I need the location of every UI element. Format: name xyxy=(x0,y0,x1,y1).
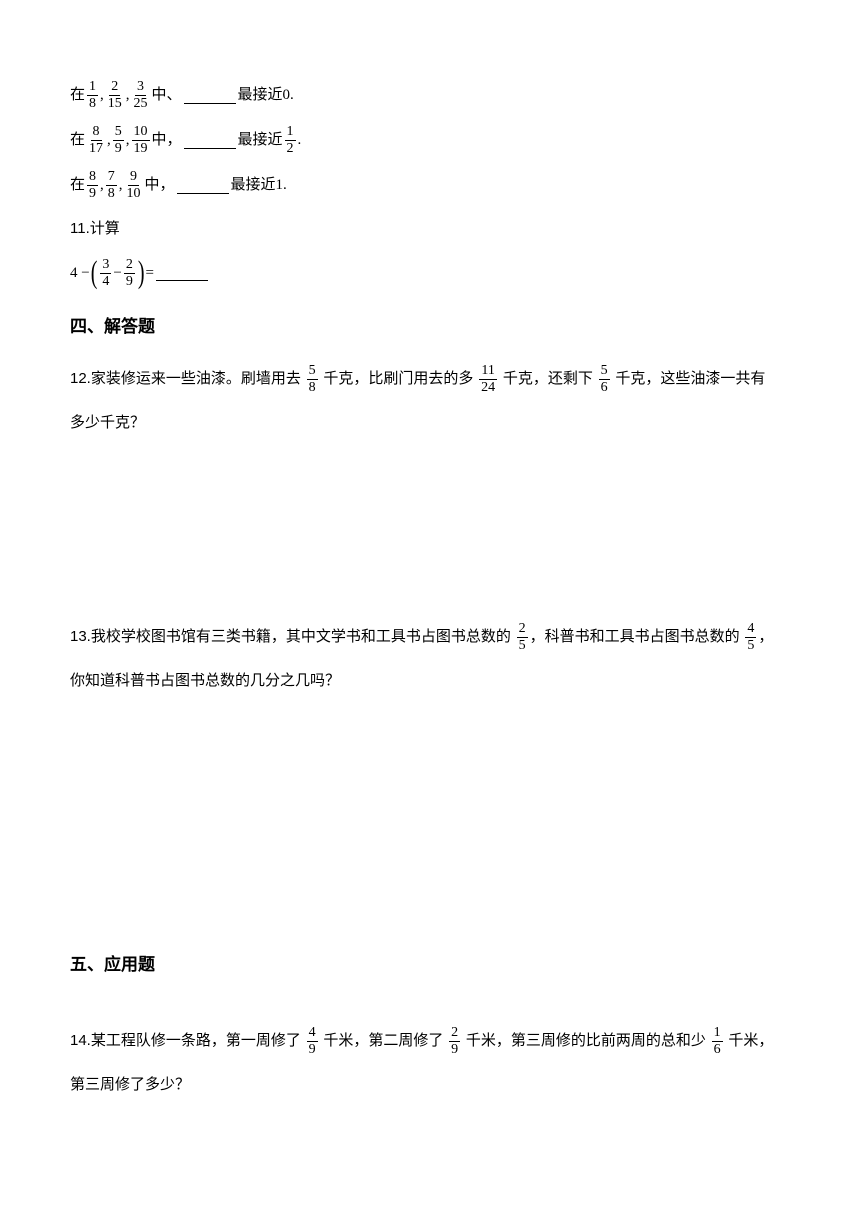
fraction: 3 25 xyxy=(132,80,150,111)
fraction: 2 15 xyxy=(106,80,124,111)
text: 千克，这些油漆一共有 xyxy=(612,371,766,387)
text: 计算 xyxy=(90,215,120,244)
fraction: 16 xyxy=(712,1026,723,1057)
fraction: 2 9 xyxy=(124,258,135,289)
text: ，科普书和工具书占图书总数的 xyxy=(530,629,744,645)
question-number: 13. xyxy=(70,628,91,645)
text: , xyxy=(126,81,130,110)
text: 第三周修了多少？ xyxy=(70,1077,190,1093)
text: 0 xyxy=(283,81,291,110)
fraction: 8 9 xyxy=(87,170,98,201)
text: , xyxy=(119,171,123,200)
blank xyxy=(156,265,208,281)
q14-cont: 第三周修了多少？ xyxy=(70,1067,790,1103)
q11-title: 11. 计算 xyxy=(70,215,790,244)
q14: 14.某工程队修一条路，第一周修了 49 千米，第二周修了 29 千米，第三周修… xyxy=(70,1023,790,1059)
spacer xyxy=(70,999,790,1023)
text: 在 xyxy=(70,81,85,110)
text: . xyxy=(290,81,294,110)
blank xyxy=(184,133,236,149)
fraction: 45 xyxy=(745,622,756,653)
text: = xyxy=(146,259,154,288)
text: 最接近 xyxy=(238,81,283,110)
text: 我校学校图书馆有三类书籍，其中文学书和工具书占图书总数的 xyxy=(91,629,515,645)
text: 中， xyxy=(152,126,182,155)
text: 某工程队修一条路，第一周修了 xyxy=(91,1033,305,1049)
fill-line-2: 在 8 17 , 5 9 , 10 19 中， 最接近 1 2 . xyxy=(70,125,790,156)
question-number: 11. xyxy=(70,215,90,244)
answer-space xyxy=(70,707,790,927)
fraction: 56 xyxy=(599,364,610,395)
text: 最接近 xyxy=(238,126,283,155)
fraction: 58 xyxy=(307,364,318,395)
fraction: 10 19 xyxy=(132,125,150,156)
text: 在 xyxy=(70,171,85,200)
text: 千米，第三周修的比前两周的总和少 xyxy=(462,1033,710,1049)
answer-space xyxy=(70,449,790,619)
paren-left: ( xyxy=(91,257,98,289)
question-number: 12. xyxy=(70,370,91,387)
q13-cont: 你知道科普书占图书总数的几分之几吗？ xyxy=(70,663,790,699)
fraction: 1124 xyxy=(479,364,497,395)
q12-cont: 多少千克？ xyxy=(70,405,790,441)
fraction: 9 10 xyxy=(125,170,143,201)
fraction: 3 4 xyxy=(100,258,111,289)
text: 千克，比刷门用去的多 xyxy=(320,371,478,387)
page: 在 1 8 , 2 15 , 3 25 中、 最接近 0 . 在 8 17 , … xyxy=(0,0,860,1216)
fraction: 5 9 xyxy=(113,125,124,156)
text: 家装修运来一些油漆。刷墙用去 xyxy=(91,371,305,387)
text: 千米， xyxy=(725,1033,774,1049)
text: , xyxy=(100,171,104,200)
fill-line-3: 在 8 9 , 7 8 , 9 10 中， 最接近 1 . xyxy=(70,170,790,201)
fraction: 8 17 xyxy=(87,125,105,156)
q11-expr: 4 − ( 3 4 − 2 9 ) = xyxy=(70,258,790,289)
text: 4 − xyxy=(70,259,90,288)
text: 最接近 xyxy=(231,171,276,200)
section-4-title: 四、解答题 xyxy=(70,311,790,343)
text: 中、 xyxy=(152,81,182,110)
text: 中， xyxy=(145,171,175,200)
q13: 13.我校学校图书馆有三类书籍，其中文学书和工具书占图书总数的 25，科普书和工… xyxy=(70,619,790,655)
question-number: 14. xyxy=(70,1032,91,1049)
fill-line-1: 在 1 8 , 2 15 , 3 25 中、 最接近 0 . xyxy=(70,80,790,111)
fraction: 7 8 xyxy=(106,170,117,201)
text: . xyxy=(283,171,287,200)
q12: 12.家装修运来一些油漆。刷墙用去 58 千克，比刷门用去的多 1124 千克，… xyxy=(70,361,790,397)
text: 你知道科普书占图书总数的几分之几吗？ xyxy=(70,673,340,689)
text: 千米，第二周修了 xyxy=(320,1033,448,1049)
fraction: 49 xyxy=(307,1026,318,1057)
fraction: 1 8 xyxy=(87,80,98,111)
text: , xyxy=(100,81,104,110)
text: , xyxy=(126,126,130,155)
blank xyxy=(184,88,236,104)
text: ， xyxy=(758,629,773,645)
fraction: 25 xyxy=(517,622,528,653)
section-5-title: 五、应用题 xyxy=(70,949,790,981)
text: 1 xyxy=(276,171,284,200)
fraction: 29 xyxy=(449,1026,460,1057)
text: 在 xyxy=(70,126,85,155)
text: 多少千克？ xyxy=(70,415,145,431)
paren-right: ) xyxy=(138,257,145,289)
fraction: 1 2 xyxy=(285,125,296,156)
text: , xyxy=(107,126,111,155)
blank xyxy=(177,178,229,194)
text: − xyxy=(113,259,121,288)
text: . xyxy=(298,126,302,155)
text: 千克，还剩下 xyxy=(499,371,597,387)
